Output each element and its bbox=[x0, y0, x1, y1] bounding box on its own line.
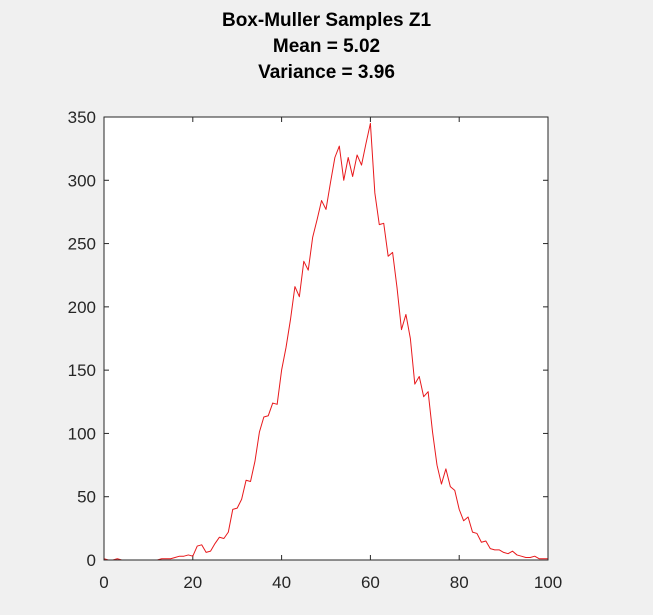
y-tick-label-150: 150 bbox=[68, 361, 96, 380]
y-tick-label-250: 250 bbox=[68, 235, 96, 254]
y-tick-label-0: 0 bbox=[87, 551, 96, 570]
y-tick-label-300: 300 bbox=[68, 171, 96, 190]
x-tick-label-100: 100 bbox=[534, 573, 562, 592]
series-line-0 bbox=[103, 122, 548, 561]
x-tick-label-20: 20 bbox=[183, 573, 202, 592]
x-tick-label-80: 80 bbox=[450, 573, 469, 592]
chart-title-line-3: Variance = 3.96 bbox=[258, 62, 395, 83]
y-tick-label-350: 350 bbox=[68, 108, 96, 127]
series-layer bbox=[103, 122, 548, 561]
plot-area bbox=[104, 117, 548, 560]
y-tick-label-100: 100 bbox=[68, 424, 96, 443]
chart-title-line-1: Box-Muller Samples Z1 bbox=[221, 10, 432, 31]
x-tick-label-40: 40 bbox=[272, 573, 291, 592]
x-tick-label-60: 60 bbox=[361, 573, 380, 592]
x-tick-label-0: 0 bbox=[99, 573, 108, 592]
y-tick-label-200: 200 bbox=[68, 298, 96, 317]
plot-frame bbox=[103, 116, 549, 561]
tick-labels: 0 20 40 60 80 100 0 50 100 150 200 250 300 350 bbox=[68, 108, 563, 592]
chart-title-line-2: Mean = 5.02 bbox=[272, 36, 381, 57]
y-tick-label-50: 50 bbox=[77, 488, 96, 507]
